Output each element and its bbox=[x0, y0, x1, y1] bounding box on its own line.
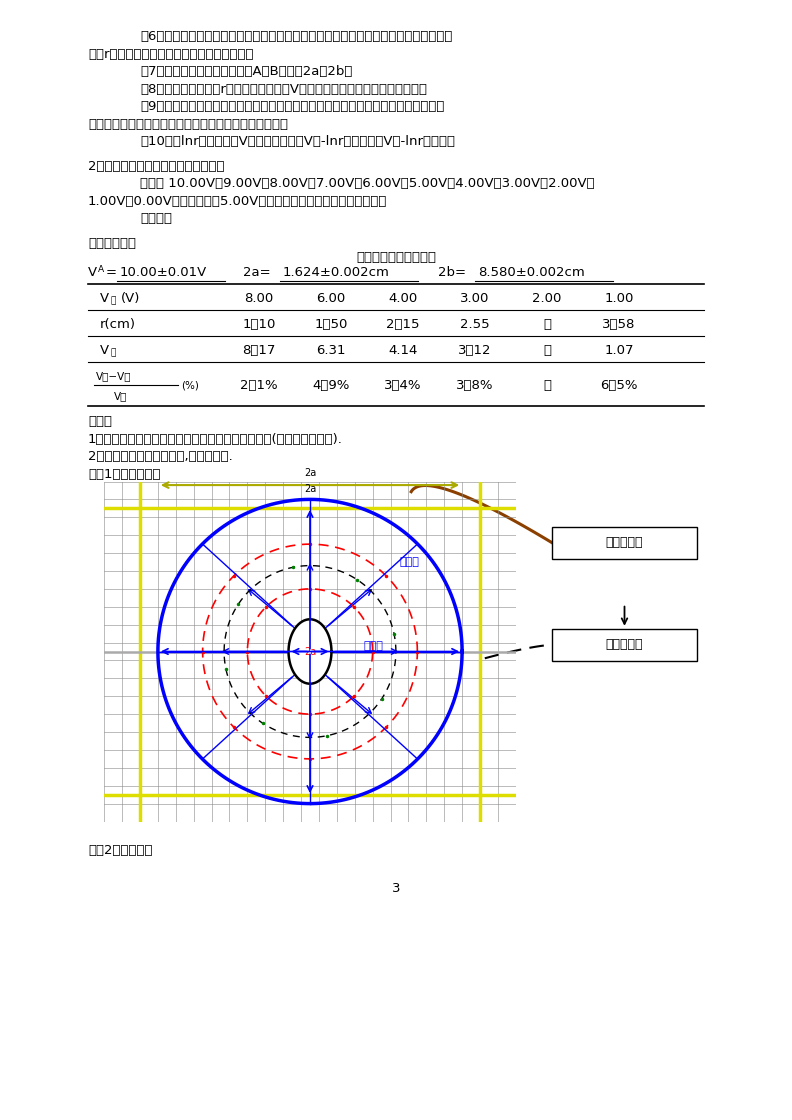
Text: 1.00: 1.00 bbox=[604, 292, 634, 306]
Text: 模拟电场分布测试数据: 模拟电场分布测试数据 bbox=[356, 251, 436, 264]
Text: （9）根据等势线与电力线相互正交的特点，在等势线图上添置电力线，成为一张完整: （9）根据等势线与电力线相互正交的特点，在等势线图上添置电力线，成为一张完整 bbox=[140, 100, 444, 113]
Text: 处理：: 处理： bbox=[88, 416, 112, 428]
Text: V: V bbox=[88, 267, 97, 279]
Text: =: = bbox=[105, 267, 116, 279]
Text: 6.00: 6.00 bbox=[316, 292, 345, 306]
Text: ？: ？ bbox=[543, 344, 551, 357]
Text: 2．1%: 2．1% bbox=[240, 380, 278, 392]
Text: 1.07: 1.07 bbox=[604, 344, 634, 357]
Text: 8.580±0.002cm: 8.580±0.002cm bbox=[478, 267, 584, 279]
Text: 等势线虚线: 等势线虚线 bbox=[606, 638, 643, 651]
Text: 2、根据电力线垂直等位面,绘出电力线.: 2、根据电力线垂直等位面,绘出电力线. bbox=[88, 450, 233, 463]
Text: 的两无限长带等量异号电荷同轴圆柱面的静电场分布图。: 的两无限长带等量异号电荷同轴圆柱面的静电场分布图。 bbox=[88, 118, 288, 131]
Text: V: V bbox=[100, 292, 109, 306]
Text: 电力线: 电力线 bbox=[399, 557, 419, 567]
Text: 4.14: 4.14 bbox=[388, 344, 417, 357]
Text: 3．4%: 3．4% bbox=[384, 380, 422, 392]
Text: A: A bbox=[97, 265, 104, 274]
Text: 1、用圆规和曲线板绘出园柱形同轴电缆电场等位线(注意电极的位置).: 1、用圆规和曲线板绘出园柱形同轴电缆电场等位线(注意电极的位置). bbox=[88, 432, 343, 446]
Polygon shape bbox=[288, 619, 332, 683]
Text: 理: 理 bbox=[110, 348, 116, 357]
Text: 2．15: 2．15 bbox=[386, 318, 420, 332]
Text: 坐标r（不一定都相等），并分别求其平均值。: 坐标r（不一定都相等），并分别求其平均值。 bbox=[88, 47, 253, 60]
Text: 6．5%: 6．5% bbox=[600, 380, 638, 392]
Text: （7）用游标卡尺分别测出电极A和B的直径2a和2b。: （7）用游标卡尺分别测出电极A和B的直径2a和2b。 bbox=[140, 65, 352, 78]
Text: 2a: 2a bbox=[304, 468, 316, 478]
Text: （10）以lnr为横坐标，V实为纵坐标，做V实-lnr曲线，并与V理-lnr曲线比较: （10）以lnr为横坐标，V实为纵坐标，做V实-lnr曲线，并与V理-lnr曲线… bbox=[140, 136, 455, 148]
Text: 理: 理 bbox=[110, 297, 116, 306]
Text: V实−V理: V实−V理 bbox=[96, 371, 131, 381]
Text: 等势面: 等势面 bbox=[364, 641, 383, 651]
Text: 3: 3 bbox=[392, 883, 400, 895]
Text: 3．8%: 3．8% bbox=[456, 380, 493, 392]
Text: 1.624±0.002cm: 1.624±0.002cm bbox=[283, 267, 390, 279]
Text: 4．9%: 4．9% bbox=[312, 380, 350, 392]
Text: 6.31: 6.31 bbox=[316, 344, 346, 357]
Text: 贴图2：聚焦电极: 贴图2：聚焦电极 bbox=[88, 843, 153, 857]
Bar bbox=[552, 526, 697, 559]
Text: 步骤同上: 步骤同上 bbox=[140, 212, 172, 225]
Text: 1．10: 1．10 bbox=[242, 318, 276, 332]
Text: 1.00V、0.00V等，一般先测5.00V的等位点，因为这是电极的对称轴。: 1.00V、0.00V等，一般先测5.00V的等位点，因为这是电极的对称轴。 bbox=[88, 195, 387, 207]
Text: r(cm): r(cm) bbox=[100, 318, 136, 332]
Text: 3．12: 3．12 bbox=[459, 344, 492, 357]
Text: （8）计算各相应坐标r处的电势的理论值V理，并与实验值比较，计算百分差。: （8）计算各相应坐标r处的电势的理论值V理，并与实验值比较，计算百分差。 bbox=[140, 83, 427, 95]
Text: 2a=: 2a= bbox=[243, 267, 271, 279]
Text: 电力线实线: 电力线实线 bbox=[606, 536, 643, 549]
Text: 4.00: 4.00 bbox=[388, 292, 417, 306]
Text: 分别测 10.00V、9.00V、8.00V、7.00V、6.00V、5.00V、4.00V、3.00V、2.00V、: 分别测 10.00V、9.00V、8.00V、7.00V、6.00V、5.00V… bbox=[140, 177, 595, 190]
Text: V: V bbox=[100, 344, 109, 357]
Text: （6）分别用８个等势点连成等势线（应是圆），确定圆心０的位置。量出各条等势线的: （6）分别用８个等势点连成等势线（应是圆），确定圆心０的位置。量出各条等势线的 bbox=[140, 30, 452, 43]
Text: 8．17: 8．17 bbox=[242, 344, 276, 357]
Text: 2、测量聚焦电极的电势分布（选做）: 2、测量聚焦电极的电势分布（选做） bbox=[88, 159, 224, 172]
Text: (%): (%) bbox=[181, 381, 199, 391]
Text: 8.00: 8.00 bbox=[245, 292, 273, 306]
Text: ［数据记录］: ［数据记录］ bbox=[88, 236, 136, 250]
Text: 2a: 2a bbox=[304, 484, 316, 494]
Text: 贴图1：同轴圆柱体: 贴图1：同轴圆柱体 bbox=[88, 467, 161, 480]
Text: 2.55: 2.55 bbox=[460, 318, 489, 332]
Text: (V): (V) bbox=[121, 292, 140, 306]
Text: 2.00: 2.00 bbox=[532, 292, 562, 306]
Text: 3.00: 3.00 bbox=[460, 292, 489, 306]
Text: 3．58: 3．58 bbox=[602, 318, 636, 332]
Bar bbox=[552, 628, 697, 661]
Text: 10.00±0.01V: 10.00±0.01V bbox=[120, 267, 208, 279]
Text: V理: V理 bbox=[114, 391, 128, 401]
Text: 2b=: 2b= bbox=[438, 267, 466, 279]
Text: ？: ？ bbox=[543, 318, 551, 332]
Text: ？: ？ bbox=[543, 380, 551, 392]
Text: 2a: 2a bbox=[304, 646, 316, 656]
Text: 1．50: 1．50 bbox=[314, 318, 348, 332]
